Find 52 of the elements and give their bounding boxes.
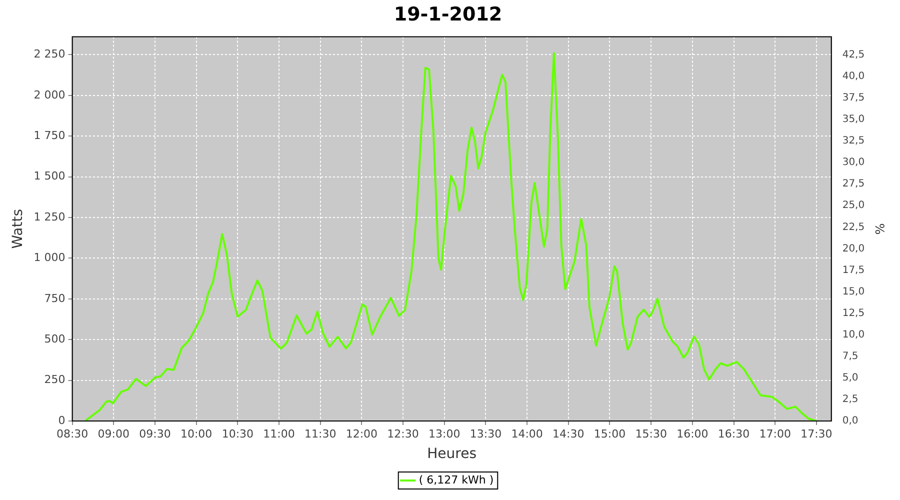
x-tick-label: 10:30 <box>222 427 254 440</box>
y2-tick-label: 2,5 <box>842 394 858 406</box>
y2-tick-label: 10,0 <box>842 329 865 340</box>
x-tick-label: 10:00 <box>180 427 212 440</box>
y-tick-label: 500 <box>44 332 66 346</box>
y2-tick-label: 12,5 <box>842 308 865 319</box>
x-tick-label: 16:30 <box>718 427 750 440</box>
x-tick-label: 15:30 <box>635 427 667 440</box>
y2-tick-label: 37,5 <box>842 92 865 104</box>
y-tick-label: 1 250 <box>34 210 66 224</box>
y-tick-label: 1 500 <box>34 170 66 183</box>
y2-tick-label: 40,0 <box>842 71 865 82</box>
y2-tick-label: 25,0 <box>842 200 865 212</box>
y-tick-label: 2 000 <box>34 88 66 102</box>
x-tick-label: 08:30 <box>56 427 88 440</box>
y-tick-label: 1 750 <box>34 128 66 142</box>
y2-tick-label: 17,5 <box>842 264 865 276</box>
x-tick-label: 11:30 <box>304 427 336 440</box>
x-tick-label: 12:00 <box>346 427 378 440</box>
y2-tick-label: 42,5 <box>842 49 865 60</box>
x-tick-label: 14:00 <box>511 427 543 440</box>
y2-tick-label: 20,0 <box>842 243 865 254</box>
legend-label: ( 6,127 kWh ) <box>418 473 494 486</box>
y2-tick-label: 32,5 <box>842 136 865 147</box>
y-tick-label: 1 000 <box>34 251 66 264</box>
x-tick-label: 09:00 <box>98 427 130 440</box>
y2-tick-label: 15,0 <box>842 286 865 298</box>
y2-tick-label: 5,0 <box>842 372 858 384</box>
x-tick-label: 14:30 <box>552 427 584 440</box>
x-tick-label: 09:30 <box>139 427 171 440</box>
y2-tick-label: 7,5 <box>842 350 858 362</box>
y2-tick-label: 0,0 <box>842 416 858 427</box>
y2-tick-label: 27,5 <box>842 178 865 190</box>
x-tick-label: 17:00 <box>759 427 791 440</box>
x-tick-label: 13:30 <box>470 427 502 440</box>
y-tick-label: 2 250 <box>34 48 66 61</box>
x-tick-label: 15:00 <box>594 427 626 440</box>
y2-tick-label: 30,0 <box>842 157 865 168</box>
x-tick-label: 13:00 <box>428 427 460 440</box>
x-tick-label: 16:00 <box>676 427 708 440</box>
x-tick-label: 17:30 <box>800 427 832 440</box>
y2-axis-title: % <box>872 223 887 235</box>
y2-tick-label: 22,5 <box>842 222 865 233</box>
y-tick-label: 750 <box>44 292 66 305</box>
chart-title: 19-1-2012 <box>394 3 502 26</box>
x-tick-label: 12:30 <box>387 427 419 440</box>
y-axis-title: Watts <box>10 208 26 249</box>
y-tick-label: 0 <box>58 414 66 427</box>
x-axis-title: Heures <box>427 446 476 462</box>
y2-tick-label: 35,0 <box>842 114 865 126</box>
y-tick-label: 250 <box>44 373 66 386</box>
x-tick-label: 11:00 <box>263 427 295 440</box>
